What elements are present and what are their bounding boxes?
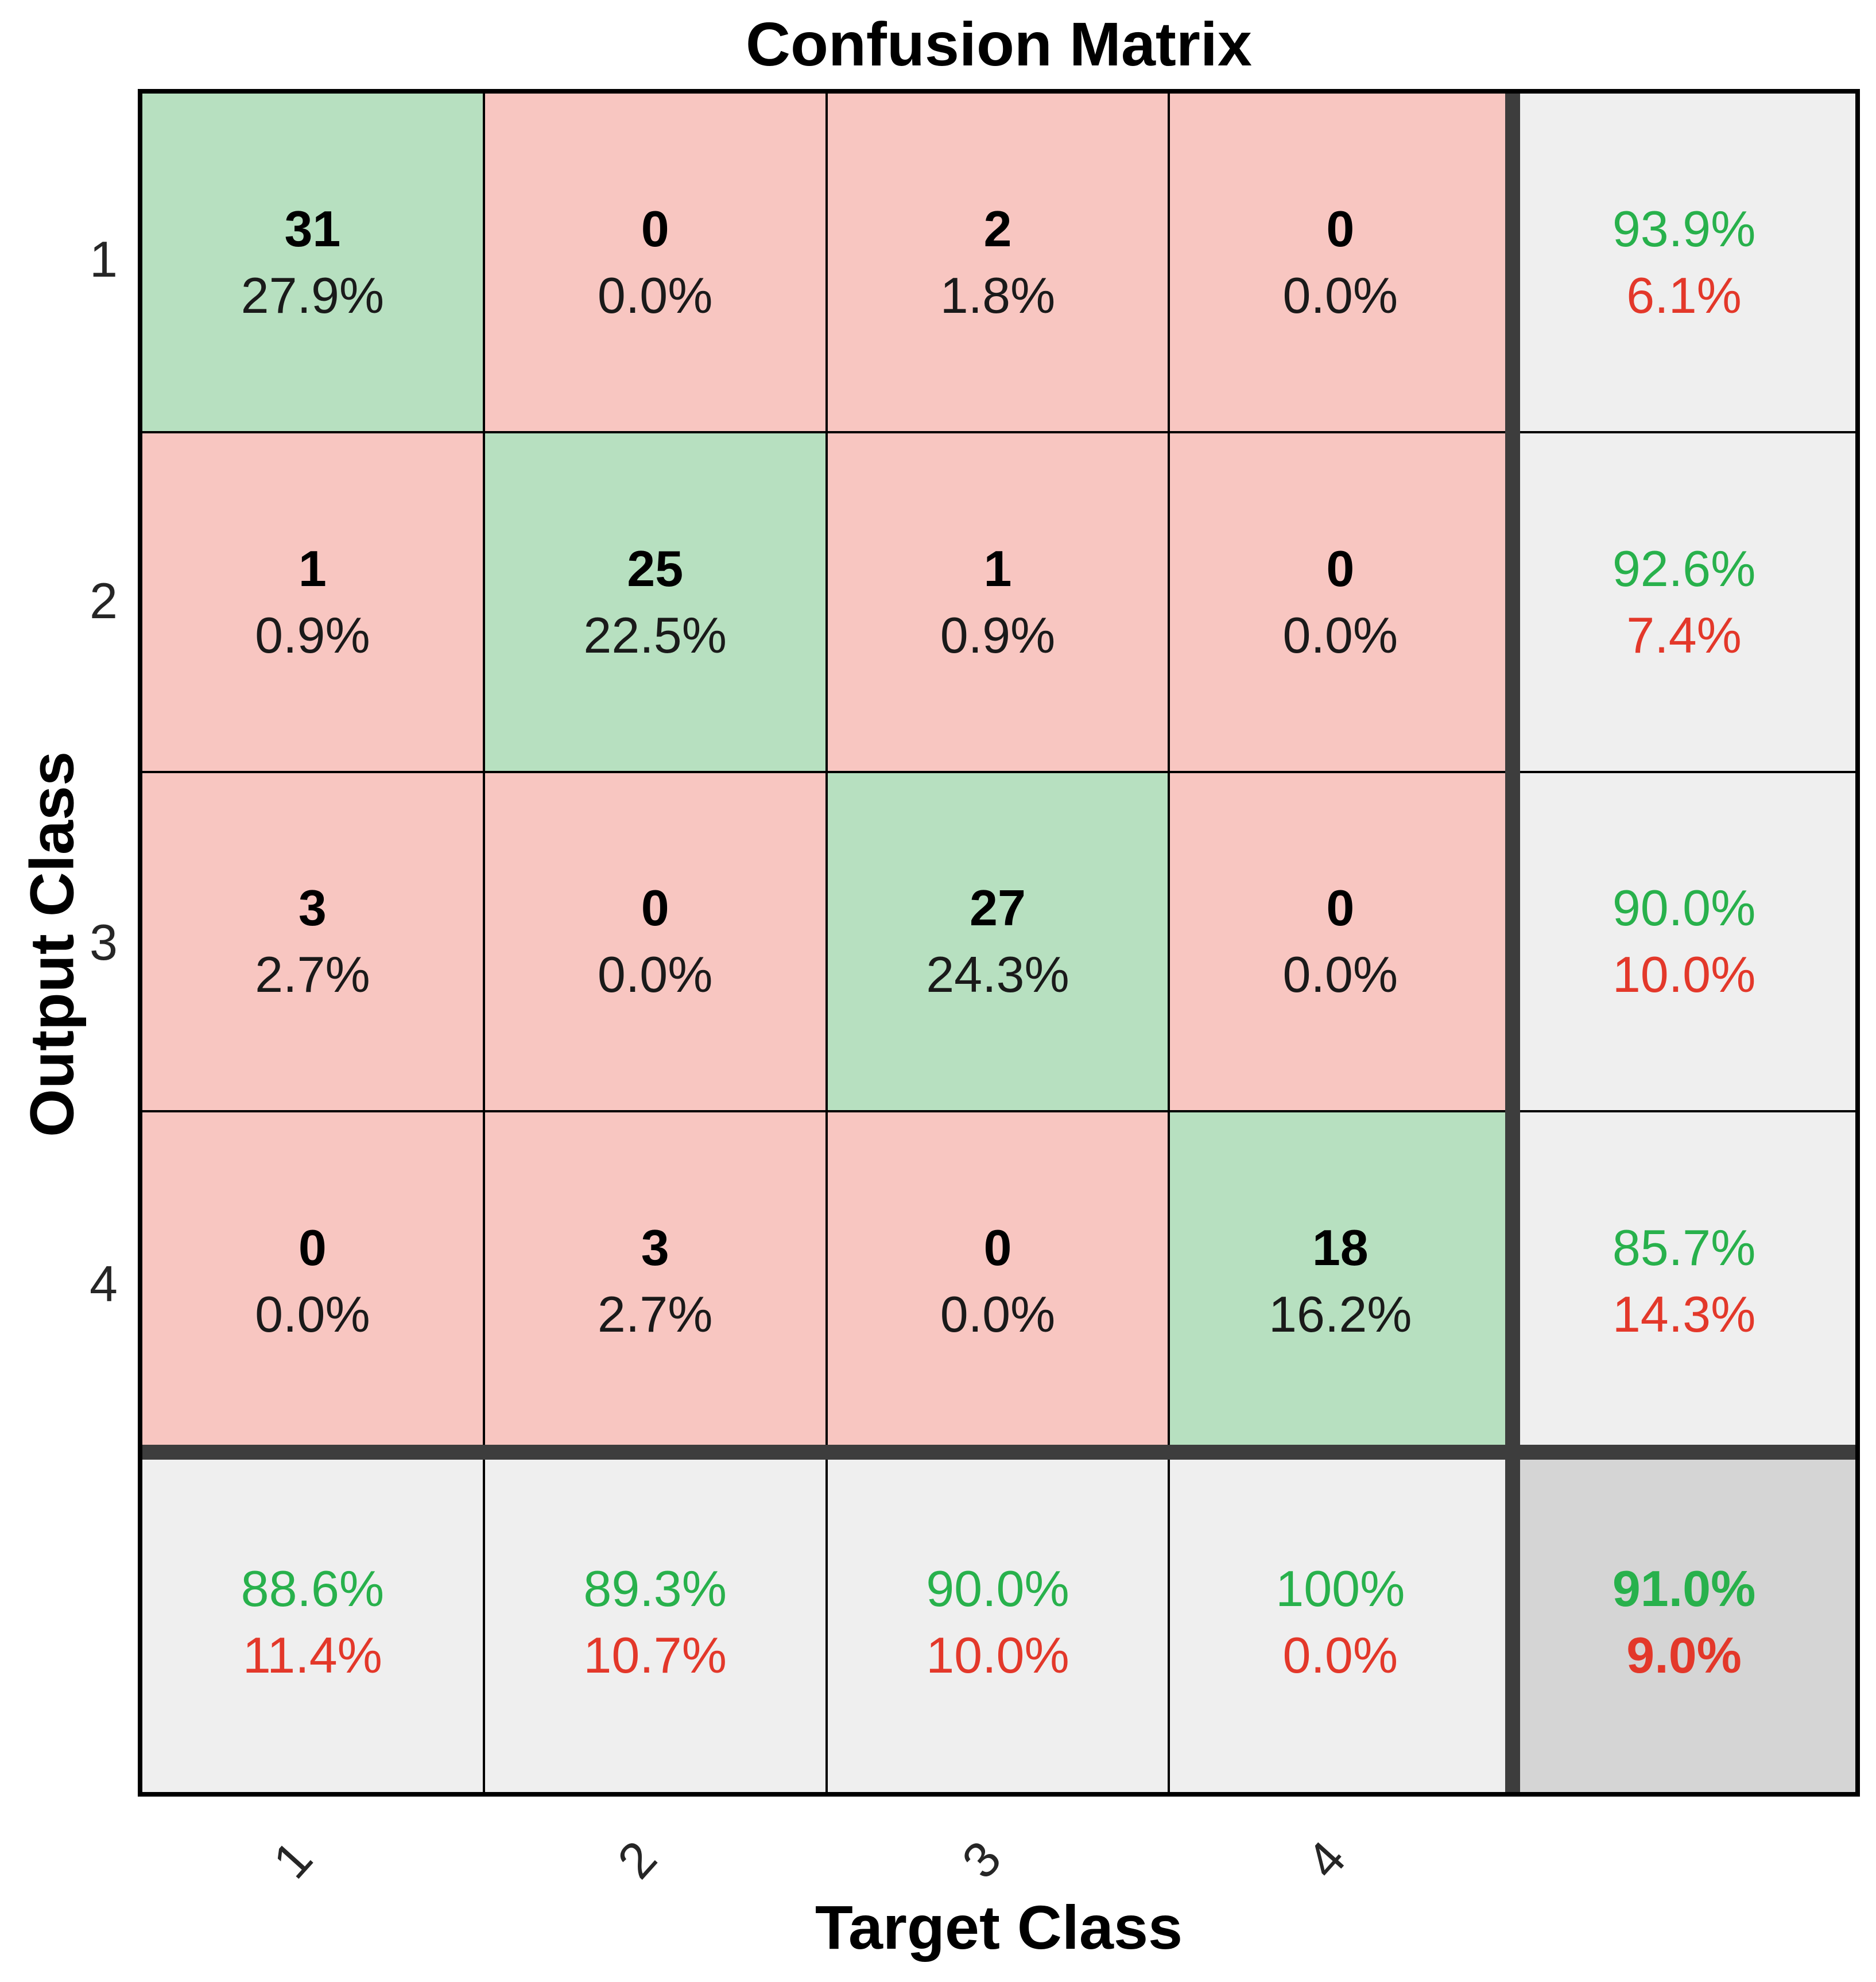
incorrect-percent: 14.3% (1612, 1286, 1756, 1343)
cell-count: 0 (298, 1219, 327, 1277)
y-tick-2: 2 (90, 572, 118, 629)
cell-r1c4: 0 0.0% (1170, 94, 1513, 433)
overall-error-percent: 9.0% (1626, 1627, 1742, 1684)
confusion-matrix-grid: 31 27.9% 0 0.0% 2 1.8% 0 0.0% 93.9% 6.1%… (138, 89, 1860, 1797)
incorrect-percent: 11.4% (242, 1627, 382, 1684)
cell-percent: 0.0% (255, 1286, 370, 1343)
cell-percent: 0.0% (1282, 946, 1398, 1003)
row-summary-2: 92.6% 7.4% (1513, 433, 1855, 773)
cell-count: 0 (1326, 200, 1355, 257)
correct-percent: 93.9% (1612, 200, 1756, 257)
cell-r2c3: 1 0.9% (827, 433, 1170, 773)
cell-count: 25 (627, 540, 684, 597)
cell-r1c3: 2 1.8% (827, 94, 1170, 433)
incorrect-percent: 0.0% (1282, 1627, 1398, 1684)
col-summary-3: 90.0% 10.0% (827, 1452, 1170, 1792)
incorrect-percent: 10.0% (1612, 946, 1756, 1003)
cell-count: 2 (983, 200, 1012, 257)
correct-percent: 90.0% (1612, 879, 1756, 937)
overall-accuracy-cell: 91.0% 9.0% (1513, 1452, 1855, 1792)
cell-r4c2: 3 2.7% (484, 1112, 828, 1453)
y-tick-4: 4 (90, 1255, 118, 1312)
cell-count: 1 (298, 540, 327, 597)
incorrect-percent: 10.7% (583, 1627, 727, 1684)
x-axis-label: Target Class (815, 1892, 1183, 1962)
cell-percent: 2.7% (255, 946, 370, 1003)
cell-percent: 22.5% (583, 606, 727, 664)
cell-count: 31 (284, 200, 341, 257)
y-tick-1: 1 (90, 231, 118, 288)
cell-count: 1 (983, 540, 1012, 597)
cell-r2c4: 0 0.0% (1170, 433, 1513, 773)
cell-count: 0 (1326, 879, 1355, 937)
cell-percent: 0.0% (597, 946, 713, 1003)
cell-count: 27 (970, 879, 1026, 937)
page-title: Confusion Matrix (746, 9, 1252, 79)
cell-percent: 24.3% (926, 946, 1069, 1003)
cell-percent: 0.0% (1282, 606, 1398, 664)
cell-percent: 0.9% (255, 606, 370, 664)
col-summary-2: 89.3% 10.7% (484, 1452, 828, 1792)
cell-r3c1: 3 2.7% (142, 773, 485, 1113)
cell-r1c2: 0 0.0% (484, 94, 828, 433)
correct-percent: 85.7% (1612, 1219, 1756, 1277)
summary-column-separator (1505, 94, 1521, 1792)
row-summary-3: 90.0% 10.0% (1513, 773, 1855, 1113)
cell-count: 0 (983, 1219, 1012, 1277)
cell-percent: 27.9% (241, 266, 385, 324)
correct-percent: 100% (1276, 1560, 1405, 1618)
cell-percent: 1.8% (940, 266, 1056, 324)
cell-count: 3 (298, 879, 327, 937)
cell-count: 0 (641, 879, 669, 937)
row-summary-4: 85.7% 14.3% (1513, 1112, 1855, 1453)
cell-r4c1: 0 0.0% (142, 1112, 485, 1453)
incorrect-percent: 10.0% (926, 1627, 1069, 1684)
cell-percent: 0.0% (940, 1286, 1056, 1343)
incorrect-percent: 7.4% (1626, 606, 1742, 664)
correct-percent: 89.3% (583, 1560, 727, 1618)
cell-percent: 0.0% (597, 266, 713, 324)
col-summary-1: 88.6% 11.4% (142, 1452, 485, 1792)
correct-percent: 90.0% (926, 1560, 1069, 1618)
cell-r1c1: 31 27.9% (142, 94, 485, 433)
cell-count: 0 (641, 200, 669, 257)
correct-percent: 88.6% (241, 1560, 385, 1618)
overall-accuracy-percent: 91.0% (1612, 1560, 1756, 1618)
correct-percent: 92.6% (1612, 540, 1756, 597)
summary-row-separator (142, 1445, 1855, 1460)
cell-r4c3: 0 0.0% (827, 1112, 1170, 1453)
cell-count: 18 (1312, 1219, 1369, 1277)
col-summary-4: 100% 0.0% (1170, 1452, 1513, 1792)
cell-r3c2: 0 0.0% (484, 773, 828, 1113)
y-tick-3: 3 (90, 914, 118, 971)
cell-count: 3 (641, 1219, 669, 1277)
cell-r2c2: 25 22.5% (484, 433, 828, 773)
incorrect-percent: 6.1% (1626, 266, 1742, 324)
cell-r2c1: 1 0.9% (142, 433, 485, 773)
cell-r4c4: 18 16.2% (1170, 1112, 1513, 1453)
cell-percent: 16.2% (1269, 1286, 1412, 1343)
cell-percent: 0.9% (940, 606, 1056, 664)
cell-percent: 0.0% (1282, 266, 1398, 324)
cell-count: 0 (1326, 540, 1355, 597)
row-summary-1: 93.9% 6.1% (1513, 94, 1855, 433)
cell-r3c4: 0 0.0% (1170, 773, 1513, 1113)
cell-r3c3: 27 24.3% (827, 773, 1170, 1113)
cell-percent: 2.7% (597, 1286, 713, 1343)
